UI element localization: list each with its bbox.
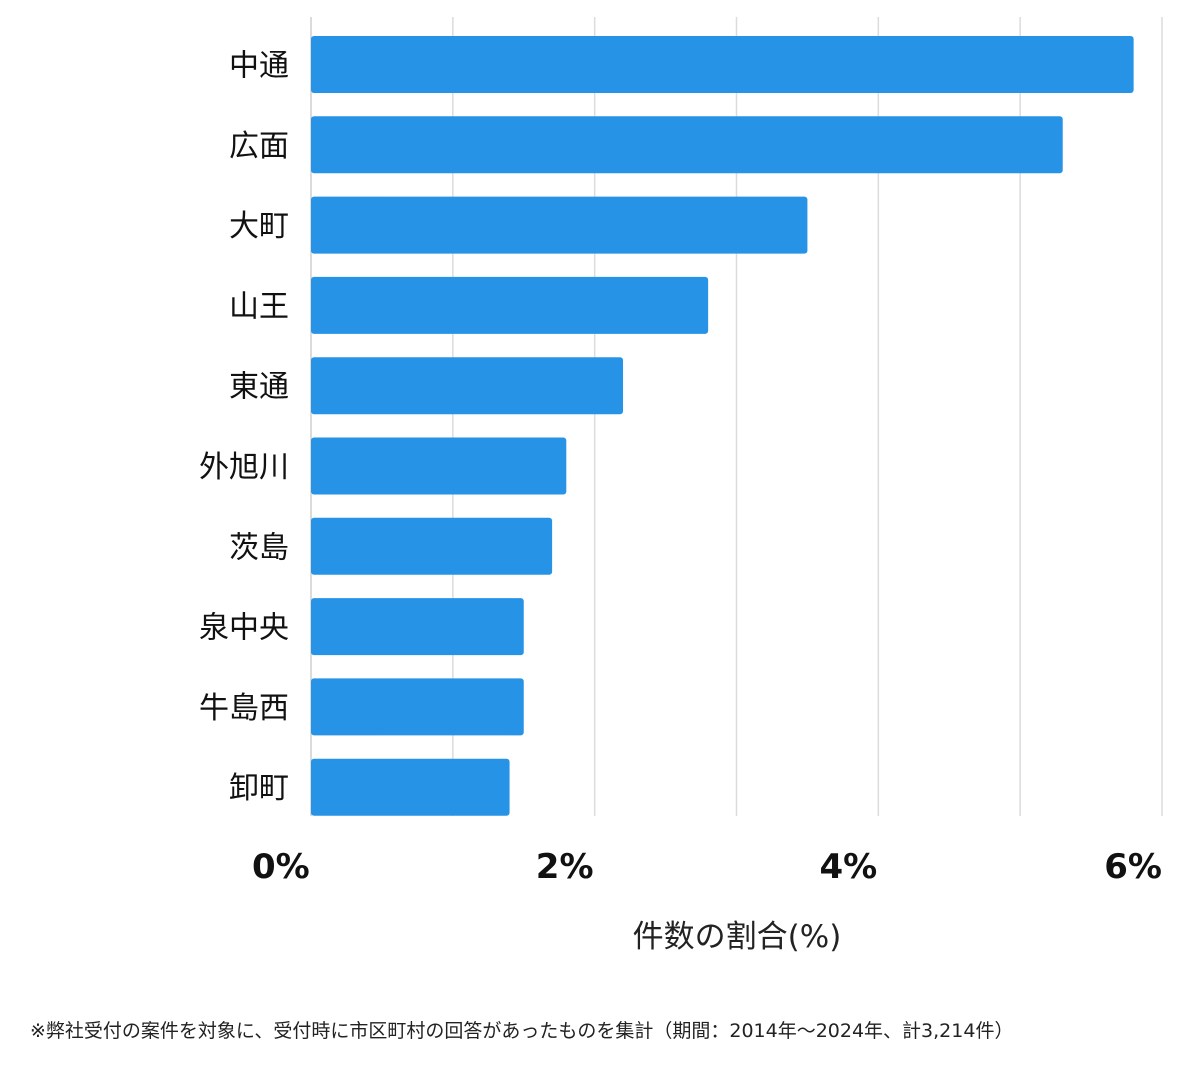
bar — [311, 196, 808, 254]
bar — [311, 517, 553, 575]
footnote: ※弊社受付の案件を対象に、受付時に市区町村の回答があったものを集計（期間：201… — [30, 1020, 1014, 1042]
bar — [311, 598, 524, 656]
category-label: 茨島 — [229, 530, 289, 565]
bar — [311, 357, 624, 415]
x-tick-label: 6% — [1104, 847, 1162, 887]
bar — [311, 678, 524, 736]
category-label: 広面 — [229, 129, 289, 164]
bar — [311, 36, 1134, 93]
category-label: 東通 — [229, 370, 289, 405]
x-axis-label: 件数の割合(%) — [633, 919, 842, 955]
x-tick-label: 0% — [252, 847, 310, 887]
category-label: 牛島西 — [199, 691, 289, 726]
category-label: 山王 — [229, 289, 289, 324]
category-label: 外旭川 — [199, 450, 289, 485]
category-label: 中通 — [229, 49, 289, 84]
bar — [311, 758, 510, 816]
bar — [311, 276, 709, 334]
x-tick-label: 2% — [536, 847, 594, 887]
x-tick-label: 4% — [819, 847, 877, 887]
bars — [311, 36, 1134, 816]
bar — [311, 437, 567, 495]
category-label: 大町 — [229, 209, 289, 244]
category-label: 卸町 — [229, 771, 289, 806]
category-label: 泉中央 — [199, 611, 289, 646]
x-tick-labels: 0% 2% 4% 6% — [252, 847, 1162, 887]
bar — [311, 116, 1063, 174]
